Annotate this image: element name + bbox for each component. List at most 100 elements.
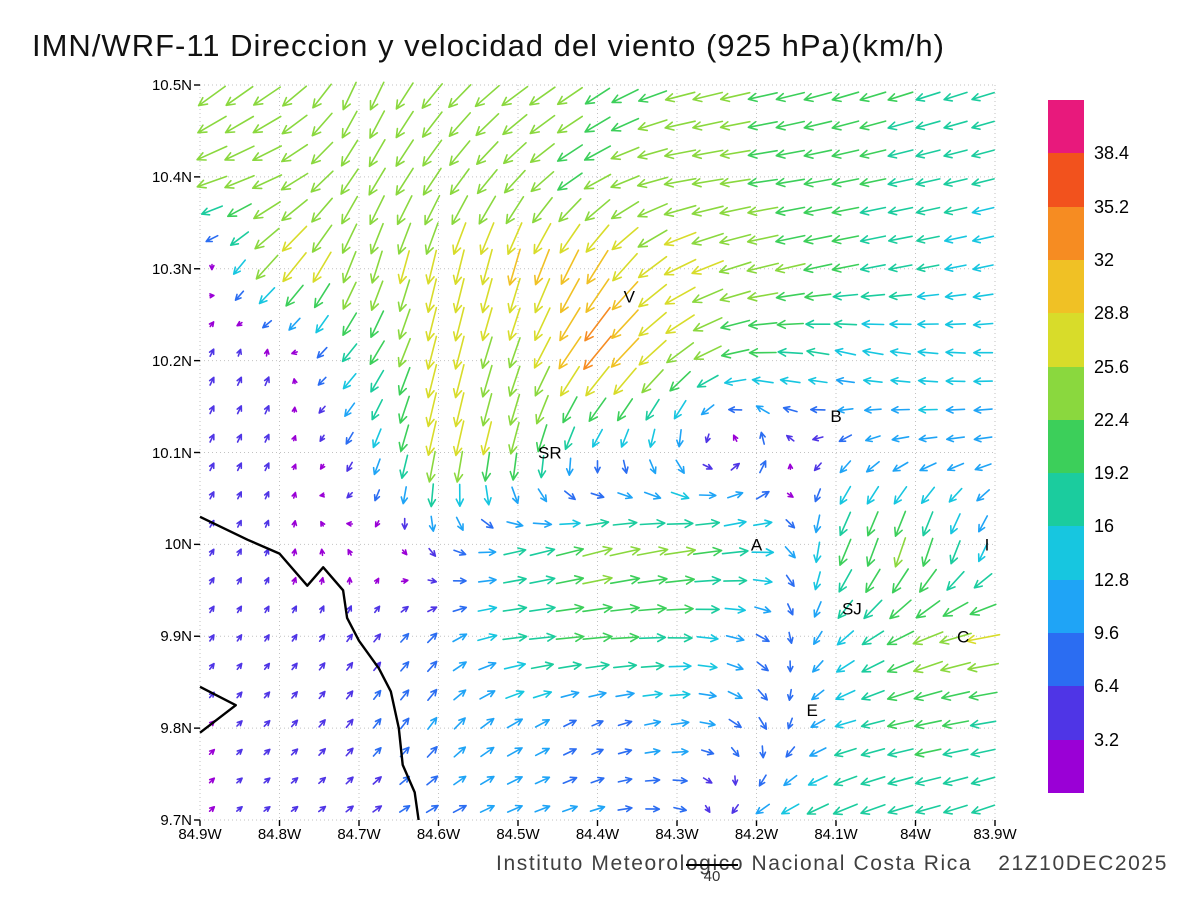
wind-arrow	[692, 120, 724, 131]
wind-arrow	[291, 406, 298, 413]
wind-arrow	[814, 488, 822, 503]
wind-arrow	[319, 434, 326, 442]
wind-arrow	[263, 376, 270, 387]
wind-arrow	[290, 777, 299, 784]
wind-arrow	[813, 514, 822, 534]
wind-arrow	[582, 574, 613, 585]
station-label: I	[985, 535, 990, 554]
wind-arrow	[507, 277, 521, 314]
wind-arrow	[943, 120, 968, 131]
wind-arrow	[533, 336, 552, 369]
wind-arrow	[665, 575, 695, 585]
wind-arrow	[480, 717, 495, 729]
wind-arrow	[369, 340, 385, 365]
y-tick-label: 10.2N	[151, 352, 192, 370]
wind-arrow	[919, 568, 937, 593]
wind-arrow	[704, 804, 711, 813]
wind-arrow	[452, 278, 465, 314]
wind-arrow	[696, 634, 719, 643]
wind-arrow	[591, 720, 604, 727]
colorbar-segment	[1048, 206, 1084, 260]
wind-arrow	[944, 263, 967, 272]
wind-arrow	[555, 603, 585, 614]
wind-arrow	[887, 91, 914, 102]
wind-arrow	[477, 604, 498, 613]
wind-arrow	[291, 349, 298, 356]
wind-arrow	[236, 691, 243, 699]
colorbar-segment	[1048, 366, 1084, 420]
wind-arrow	[648, 428, 656, 448]
wind-arrow	[319, 463, 326, 470]
wind-arrow	[833, 319, 858, 329]
wind-arrow	[719, 206, 752, 217]
wind-arrow	[611, 309, 639, 339]
station-label: SJ	[842, 600, 862, 619]
wind-arrow	[584, 306, 611, 342]
wind-arrow	[886, 660, 915, 674]
wind-arrow	[263, 433, 270, 443]
wind-arrow	[319, 605, 325, 614]
wind-arrow	[555, 575, 585, 585]
wind-arrow	[263, 548, 270, 557]
wind-arrow	[506, 222, 523, 255]
wind-arrow	[263, 605, 270, 614]
wind-arrow	[719, 149, 751, 159]
wind-arrow	[399, 454, 409, 479]
wind-arrow	[563, 748, 577, 756]
wind-arrow	[534, 747, 550, 757]
wind-arrow	[319, 548, 326, 557]
wind-arrow	[263, 806, 271, 812]
wind-arrow	[813, 462, 822, 472]
wind-arrow	[644, 748, 661, 756]
coastline-path	[199, 515, 420, 821]
wind-arrow	[427, 577, 438, 584]
wind-arrow	[637, 119, 668, 132]
wind-arrow	[315, 314, 329, 334]
wind-arrow	[560, 690, 580, 699]
wind-arrow	[400, 632, 410, 643]
wind-arrow	[582, 545, 613, 557]
wind-arrow	[369, 222, 384, 255]
wind-arrow	[529, 86, 556, 106]
wind-arrow	[861, 660, 885, 673]
wind-arrow	[724, 605, 746, 614]
wind-arrow	[236, 577, 242, 585]
wind-arrow	[400, 689, 410, 701]
wind-arrow	[532, 520, 553, 528]
wind-arrow	[637, 229, 668, 248]
wind-arrow	[537, 488, 548, 503]
wind-arrow	[236, 748, 243, 756]
wind-arrow	[480, 746, 495, 758]
wind-arrow	[695, 605, 720, 614]
chart-title: IMN/WRF-11 Direccion y velocidad del vie…	[32, 28, 945, 63]
wind-arrow	[511, 486, 520, 505]
wind-arrow	[860, 291, 886, 301]
wind-arrow	[943, 804, 968, 815]
wind-arrow	[787, 660, 794, 673]
wind-arrow	[505, 196, 525, 225]
wind-arrow	[970, 748, 996, 758]
wind-arrow	[942, 776, 969, 787]
colorbar-segment	[1048, 153, 1084, 207]
wind-arrow	[481, 451, 492, 482]
wind-arrow	[948, 487, 963, 503]
wind-arrow	[428, 547, 437, 557]
wind-arrow	[730, 462, 740, 471]
wind-arrow	[832, 803, 858, 816]
wind-arrow	[613, 661, 638, 671]
wind-arrow	[617, 748, 633, 756]
wind-arrow	[758, 716, 768, 730]
wind-arrow	[887, 776, 914, 787]
wind-arrow	[425, 306, 438, 342]
wind-arrow	[691, 205, 724, 217]
wind-arrow	[208, 577, 215, 585]
wind-arrow	[863, 376, 883, 385]
wind-arrow	[236, 405, 243, 415]
wind-arrow	[285, 284, 304, 307]
wind-arrow	[809, 747, 827, 757]
wind-arrow	[949, 540, 961, 565]
wind-arrow	[263, 576, 270, 585]
wind-arrow	[859, 91, 887, 103]
wind-arrow	[917, 320, 939, 329]
wind-arrow	[291, 491, 297, 499]
